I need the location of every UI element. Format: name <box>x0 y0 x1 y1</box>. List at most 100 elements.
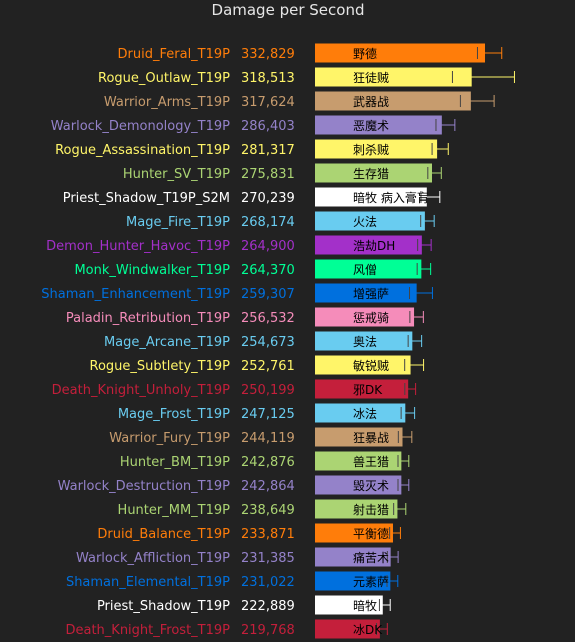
dps-bar <box>315 331 413 351</box>
dps-bar <box>315 91 471 111</box>
chart-row: Mage_Frost_T19P 247,125 冰法 <box>118 403 416 423</box>
spec-name: Rogue_Outlaw_T19P <box>98 71 230 86</box>
chart-row: Mage_Arcane_T19P 254,673 奥法 <box>104 331 423 351</box>
chart-row: Rogue_Subtlety_T19P 252,761 敏锐贼 <box>90 355 425 375</box>
bar-label: 刺杀贼 <box>353 142 389 157</box>
dps-value: 256,532 <box>241 311 295 326</box>
chart-row: Death_Knight_Unholy_T19P 250,199 邪DK <box>52 379 417 399</box>
spec-name: Hunter_SV_T19P <box>123 167 230 182</box>
chart-title: Damage per Second <box>212 1 365 19</box>
spec-name: Paladin_Retribution_T19P <box>66 311 230 326</box>
chart-row: Hunter_BM_T19P 242,876 兽王猎 <box>120 451 410 471</box>
dps-value: 264,900 <box>241 239 295 254</box>
spec-name: Monk_Windwalker_T19P <box>74 263 230 278</box>
chart-row: Warlock_Demonology_T19P 286,403 恶魔术 <box>51 115 456 135</box>
dps-value: 268,174 <box>241 215 295 230</box>
bar-label: 痛苦术 <box>353 550 389 565</box>
chart-row: Warlock_Destruction_T19P 242,864 毁灭术 <box>58 475 410 495</box>
spec-name: Mage_Arcane_T19P <box>104 335 230 350</box>
spec-name: Rogue_Subtlety_T19P <box>90 359 231 374</box>
dps-value: 231,385 <box>241 551 295 566</box>
chart-rows: Druid_Feral_T19P 332,829 野德 Rogue_Outlaw_T1… <box>41 43 515 639</box>
spec-name: Druid_Feral_T19P <box>118 47 231 62</box>
bar-label: 兽王猎 <box>353 455 389 469</box>
spec-name: Warlock_Affliction_T19P <box>76 551 230 566</box>
dps-bar <box>315 115 442 135</box>
dps-value: 242,864 <box>241 479 295 494</box>
dps-value: 264,370 <box>241 263 295 278</box>
chart-row: Priest_Shadow_T19P 222,889 暗牧 <box>97 595 391 615</box>
chart-row: Rogue_Assassination_T19P 281,317 刺杀贼 <box>55 139 449 159</box>
dps-value: 250,199 <box>241 383 295 398</box>
bar-label: 敏锐贼 <box>353 358 389 373</box>
dps-bar <box>315 283 417 303</box>
bar-label: 平衡德 <box>353 526 389 541</box>
dps-value: 275,831 <box>241 167 295 182</box>
dps-bar <box>315 163 433 183</box>
dps-bar <box>315 379 409 399</box>
bar-label: 射击猎 <box>353 502 389 517</box>
chart-row: Death_Knight_Frost_T19P 219,768 冰DK <box>65 619 388 639</box>
dps-bar <box>315 547 391 567</box>
dps-bar <box>315 475 402 495</box>
dps-value: 318,513 <box>241 71 295 86</box>
chart-row: Warrior_Fury_T19P 244,119 狂暴战 <box>109 427 413 447</box>
chart-row: Shaman_Elemental_T19P 231,022 元素萨 <box>66 571 399 591</box>
bar-label: 暗牧 病入膏肓 <box>353 190 429 205</box>
spec-name: Warlock_Demonology_T19P <box>51 119 230 134</box>
dps-bar <box>315 211 425 231</box>
spec-name: Rogue_Assassination_T19P <box>55 143 230 158</box>
spec-name: Death_Knight_Unholy_T19P <box>52 383 231 398</box>
bar-label: 增强萨 <box>353 287 389 301</box>
dps-value: 242,876 <box>241 455 295 470</box>
dps-bar <box>315 451 402 471</box>
spec-name: Mage_Frost_T19P <box>118 407 230 422</box>
spec-name: Warlock_Destruction_T19P <box>58 479 231 494</box>
dps-value: 222,889 <box>241 599 295 614</box>
spec-name: Hunter_BM_T19P <box>120 455 230 470</box>
dps-bar <box>315 43 485 63</box>
dps-value: 247,125 <box>241 407 295 422</box>
dps-bar <box>315 67 472 87</box>
dps-bar <box>315 427 403 447</box>
bar-label: 风僧 <box>353 263 377 277</box>
chart-row: Rogue_Outlaw_T19P 318,513 狂徒贼 <box>98 67 515 87</box>
dps-bar <box>315 595 383 615</box>
chart-row: Shaman_Enhancement_T19P 259,307 增强萨 <box>41 283 433 303</box>
chart-row: Mage_Fire_T19P 268,174 火法 <box>126 211 435 231</box>
dps-bar <box>315 259 422 279</box>
chart-row: Paladin_Retribution_T19P 256,532 惩戒骑 <box>66 307 424 327</box>
bar-label: 暗牧 <box>353 598 377 613</box>
dps-value: 317,624 <box>241 95 295 110</box>
bar-label: 武器战 <box>353 95 389 109</box>
bar-label: 邪DK <box>353 383 383 397</box>
spec-name: Shaman_Enhancement_T19P <box>41 287 230 302</box>
bar-label: 冰法 <box>353 407 377 421</box>
chart-row: Priest_Shadow_T19P_S2M 270,239 暗牧 病入膏肓 <box>63 187 441 207</box>
dps-value: 238,649 <box>241 503 295 518</box>
dps-value: 281,317 <box>241 143 295 158</box>
dps-bar <box>315 139 438 159</box>
dps-value: 286,403 <box>241 119 295 134</box>
bar-label: 惩戒骑 <box>353 311 389 325</box>
bar-label: 浩劫DH <box>353 239 395 253</box>
dps-bar <box>315 403 406 423</box>
dps-bar <box>315 619 380 639</box>
bar-label: 冰DK <box>353 623 383 637</box>
spec-name: Priest_Shadow_T19P_S2M <box>63 191 230 206</box>
spec-name: Mage_Fire_T19P <box>126 215 230 230</box>
bar-label: 生存猎 <box>353 167 389 181</box>
dps-bar <box>315 523 393 543</box>
dps-bar <box>315 235 422 255</box>
bar-label: 狂暴战 <box>353 431 389 445</box>
chart-row: Druid_Balance_T19P 233,871 平衡德 <box>97 523 401 543</box>
spec-name: Priest_Shadow_T19P <box>97 599 230 614</box>
bar-label: 恶魔术 <box>353 118 389 133</box>
bar-label: 毁灭术 <box>353 478 389 493</box>
dps-value: 270,239 <box>241 191 295 206</box>
dps-value: 252,761 <box>241 359 295 374</box>
dps-bar <box>315 355 411 375</box>
dps-value: 332,829 <box>241 47 295 62</box>
